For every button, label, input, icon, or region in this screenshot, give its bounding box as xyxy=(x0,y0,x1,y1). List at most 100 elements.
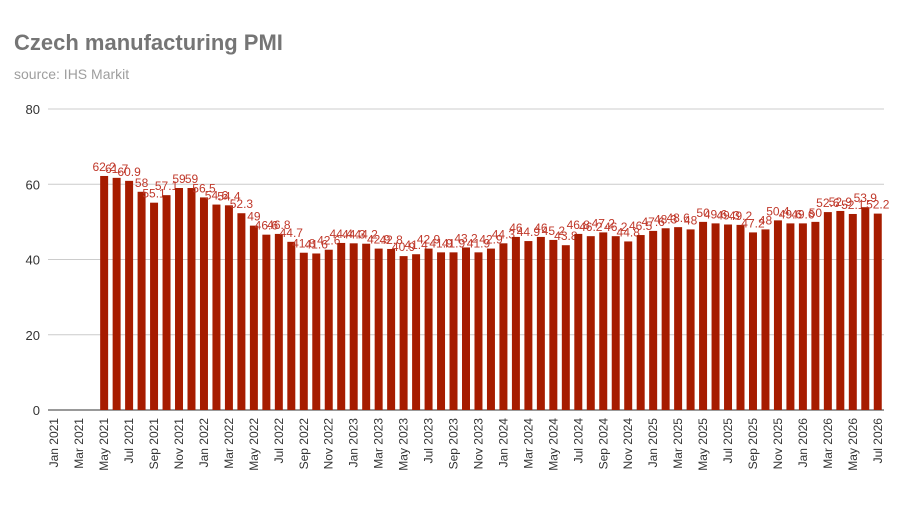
y-tick-label: 80 xyxy=(26,102,40,117)
y-tick-label: 40 xyxy=(26,253,40,268)
x-tick-label: Jul 2025 xyxy=(721,418,735,464)
x-tick-label: May 2024 xyxy=(546,418,560,471)
data-label: 55.1 xyxy=(142,187,166,201)
data-label: 47.6 xyxy=(641,215,665,229)
x-tick-label: May 2023 xyxy=(397,418,411,471)
bar xyxy=(112,177,121,410)
bar xyxy=(125,180,134,410)
bar xyxy=(761,229,770,410)
data-label: 58 xyxy=(135,176,149,190)
x-tick-label: Nov 2022 xyxy=(322,418,336,470)
data-label: 46 xyxy=(509,221,523,235)
data-label: 41.6 xyxy=(305,237,329,251)
data-label: 43.2 xyxy=(454,231,478,245)
bar xyxy=(711,223,720,410)
bar xyxy=(362,243,371,410)
data-label: 49.6 xyxy=(791,207,815,221)
bar xyxy=(511,236,520,410)
bar xyxy=(699,221,708,410)
data-label: 47.2 xyxy=(741,216,765,230)
bar xyxy=(811,221,820,410)
data-label: 54.6 xyxy=(205,189,229,203)
data-label: 46.6 xyxy=(255,219,279,233)
data-label: 48 xyxy=(759,213,773,227)
data-label: 48.3 xyxy=(654,212,678,226)
data-label: 50.4 xyxy=(766,204,790,218)
bar xyxy=(162,195,171,410)
x-tick-label: May 2021 xyxy=(97,418,111,471)
bar xyxy=(636,235,645,410)
data-label: 52.2 xyxy=(866,198,890,212)
bar xyxy=(611,236,620,410)
x-tick-label: Jan 2025 xyxy=(646,418,660,468)
x-tick-label: Nov 2024 xyxy=(621,418,635,470)
bar xyxy=(449,252,458,410)
x-tick-label: Jul 2021 xyxy=(122,418,136,464)
data-label: 46 xyxy=(534,221,548,235)
bar xyxy=(599,232,608,410)
data-label: 49 xyxy=(247,210,261,224)
bar xyxy=(137,191,146,410)
data-label: 44.2 xyxy=(354,228,378,242)
bar xyxy=(299,252,308,410)
x-tick-label: Jul 2026 xyxy=(871,418,885,464)
x-tick-label: Jan 2023 xyxy=(347,418,361,468)
x-tick-label: Mar 2025 xyxy=(671,418,685,469)
data-label: 56.5 xyxy=(192,181,216,195)
bar xyxy=(524,241,533,410)
data-label: 46.2 xyxy=(579,220,603,234)
data-label: 59 xyxy=(185,172,199,186)
bar xyxy=(374,248,383,410)
bar xyxy=(736,224,745,410)
x-tick-label: Nov 2023 xyxy=(471,418,485,470)
data-label: 45.2 xyxy=(542,224,566,238)
bar xyxy=(873,213,882,410)
bar xyxy=(786,223,795,410)
bar xyxy=(724,224,733,410)
data-label: 40.9 xyxy=(392,240,416,254)
bar xyxy=(674,227,683,410)
chart-title: Czech manufacturing PMI xyxy=(14,30,283,55)
data-label: 52.6 xyxy=(816,196,840,210)
data-label: 41.8 xyxy=(292,237,316,251)
data-label: 49.3 xyxy=(716,209,740,223)
bar xyxy=(536,236,545,410)
bar xyxy=(175,188,184,410)
data-label: 59 xyxy=(172,172,186,186)
data-label: 41.9 xyxy=(467,236,491,250)
data-label: 49.6 xyxy=(704,207,728,221)
bar xyxy=(649,230,658,410)
data-label: 48 xyxy=(684,213,698,227)
x-tick-label: Sep 2024 xyxy=(596,418,610,470)
bar xyxy=(574,233,583,410)
data-label: 41.9 xyxy=(429,236,453,250)
data-label: 52.9 xyxy=(829,195,853,209)
data-label: 46.8 xyxy=(267,218,291,232)
bar xyxy=(586,236,595,410)
data-label: 60.9 xyxy=(117,165,141,179)
y-tick-label: 60 xyxy=(26,177,40,192)
bar xyxy=(212,204,221,410)
bar xyxy=(312,253,321,410)
bar xyxy=(237,213,246,410)
bar xyxy=(387,248,396,410)
bar xyxy=(661,228,670,410)
bar xyxy=(549,239,558,410)
bar xyxy=(224,205,233,410)
x-tick-label: May 2026 xyxy=(846,418,860,471)
bar xyxy=(100,175,109,410)
bar xyxy=(274,233,283,410)
bar xyxy=(337,242,346,410)
data-label: 61.7 xyxy=(105,162,129,176)
x-tick-label: Jul 2022 xyxy=(272,418,286,464)
bar xyxy=(187,188,196,410)
data-label: 41.4 xyxy=(404,238,428,252)
bar xyxy=(249,225,258,410)
bar xyxy=(324,249,333,410)
data-label: 44.9 xyxy=(517,225,541,239)
data-label: 44.4 xyxy=(330,227,354,241)
x-tick-label: Nov 2021 xyxy=(172,418,186,470)
bar xyxy=(848,213,857,410)
data-label: 48.6 xyxy=(666,211,690,225)
